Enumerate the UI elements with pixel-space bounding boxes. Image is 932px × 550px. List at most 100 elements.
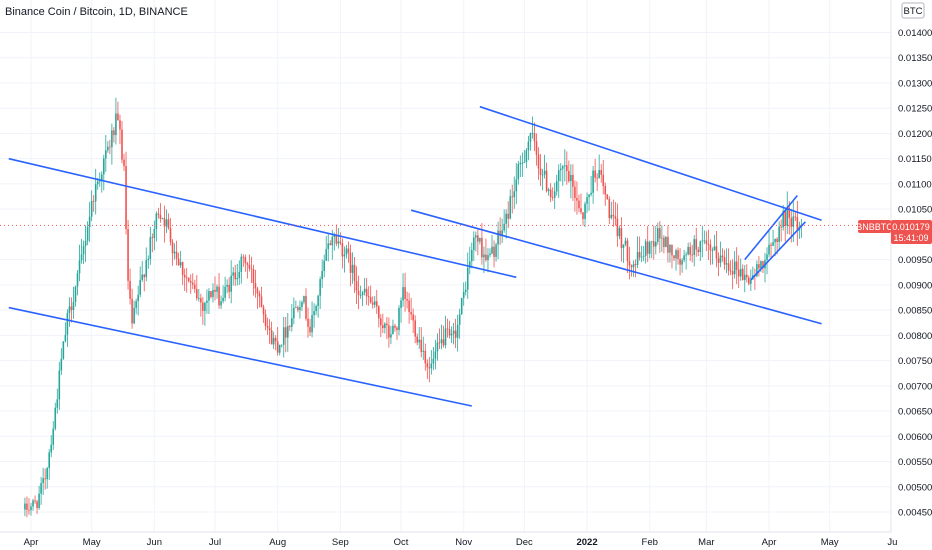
candle-body: [537, 154, 540, 169]
candle-body: [523, 162, 526, 163]
candle-body: [369, 297, 372, 303]
candle-body: [792, 216, 795, 227]
candle-body: [44, 478, 46, 480]
candle-body: [291, 318, 293, 327]
candle-body: [303, 296, 305, 303]
candle-body: [707, 243, 710, 245]
time-tick-label: 2022: [576, 537, 597, 548]
currency-label-box[interactable]: [901, 2, 925, 19]
candle-body: [119, 120, 121, 130]
candle-body: [624, 240, 627, 245]
candle-body: [72, 302, 75, 310]
trendline[interactable]: [8, 306, 472, 407]
candle-body: [442, 339, 445, 346]
candle-body: [561, 166, 564, 169]
trendline[interactable]: [750, 221, 807, 281]
candle-body: [238, 271, 241, 279]
candle-body: [566, 165, 568, 172]
candle-body: [179, 262, 182, 266]
candle-body: [602, 174, 605, 186]
candle-body: [432, 358, 435, 364]
candle-body: [503, 223, 505, 231]
time-tick-label: Sep: [332, 537, 349, 548]
candle-body: [570, 174, 572, 182]
candle-body: [572, 174, 574, 187]
candle-body: [74, 286, 77, 303]
candle-body: [60, 358, 63, 371]
candle-body: [252, 269, 255, 284]
candle-body: [34, 500, 36, 502]
candle-body: [58, 370, 61, 400]
candle-body: [675, 250, 677, 259]
candle-body: [778, 226, 780, 242]
candle-body: [541, 174, 544, 176]
candle-body: [167, 219, 170, 229]
candle-body: [499, 230, 501, 236]
candle-body: [42, 478, 44, 484]
candle-body: [527, 141, 530, 151]
candle-body: [743, 274, 746, 280]
candle-body: [576, 197, 578, 201]
candle-body: [790, 217, 793, 227]
candle-body: [444, 328, 447, 346]
candle-body: [384, 323, 386, 329]
candle-body: [208, 291, 210, 301]
currency-label[interactable]: BTC: [901, 2, 925, 19]
candle-body: [286, 326, 289, 338]
candle-body: [135, 301, 137, 308]
grid-layer: [0, 0, 893, 532]
candle-body: [590, 192, 592, 195]
candle-body: [299, 307, 301, 311]
trendline[interactable]: [744, 195, 798, 261]
candle-body: [604, 185, 607, 195]
candle-body: [466, 267, 469, 290]
candle-body: [133, 307, 135, 324]
time-tick-label: Apr: [762, 537, 777, 548]
candle-body: [430, 363, 433, 369]
candle-body: [493, 246, 495, 257]
candle-body: [748, 277, 750, 284]
candle-body: [756, 264, 758, 277]
candle-body: [669, 245, 671, 253]
candle-body: [782, 211, 784, 228]
candle-body: [38, 493, 40, 508]
candle-body: [183, 274, 186, 278]
candle-body: [149, 237, 152, 260]
candle-body: [48, 452, 50, 469]
candle-body: [68, 306, 71, 314]
time-tick-label: Mar: [698, 537, 714, 548]
trendline[interactable]: [479, 105, 822, 222]
time-tick-label: Apr: [24, 537, 39, 548]
candle-body: [321, 270, 323, 280]
candle-body: [123, 159, 125, 167]
trendline[interactable]: [8, 157, 517, 279]
candle-body: [297, 307, 299, 311]
candle-body: [703, 240, 706, 242]
candle-body: [600, 170, 603, 175]
candle-body: [351, 264, 354, 273]
candle-body: [240, 256, 243, 272]
trendline[interactable]: [410, 209, 822, 325]
candle-body: [367, 296, 370, 298]
candle-body: [758, 264, 760, 269]
candle-body: [36, 501, 38, 508]
candle-body: [284, 327, 287, 338]
candle-body: [107, 146, 109, 151]
candle-body: [329, 243, 332, 246]
candle-body: [347, 248, 350, 253]
candle-body: [612, 214, 615, 217]
candle-body: [784, 211, 787, 226]
candle-body: [796, 217, 799, 231]
currency-label-text[interactable]: BTC: [904, 6, 923, 17]
candle-body: [574, 186, 576, 198]
candle-body: [274, 337, 277, 342]
